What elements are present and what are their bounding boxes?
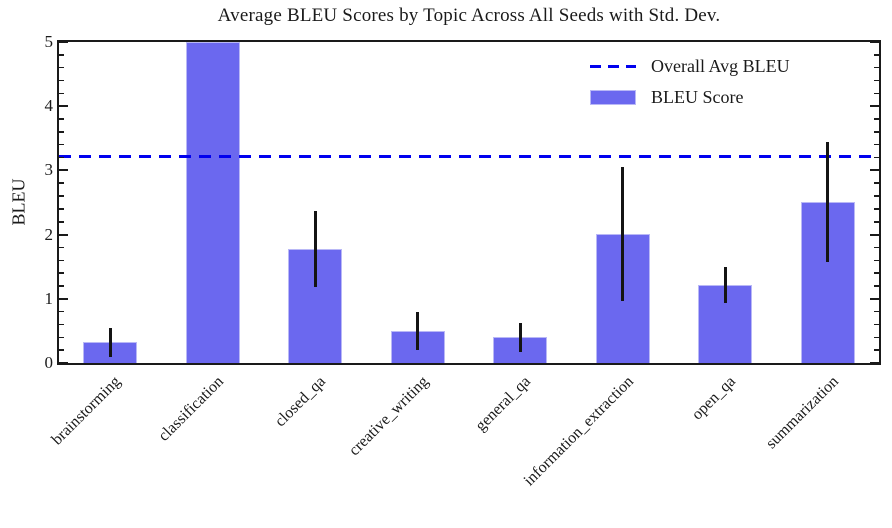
legend: Overall Avg BLEU BLEU Score [590,51,790,113]
y-tick-label: 5 [44,32,54,51]
y-major-tick [59,41,68,43]
y-minor-tick [59,272,64,274]
y-minor-tick [59,118,64,120]
errorbar-brainstorming [108,327,112,358]
y-tick-label: 4 [44,96,54,116]
y-major-tick [59,362,68,364]
y-minor-tick [59,156,64,159]
y-minor-tick [874,66,879,69]
y-minor-tick [874,156,879,159]
plot-area: 0 1 2 3 4 5 brainstorming classification closed_… [45,32,881,489]
y-tick-label: 1 [44,288,54,308]
errorbar-closed_qa [313,211,317,288]
y-minor-tick [874,118,879,120]
y-minor-tick [59,143,64,146]
y-minor-tick [59,208,64,210]
y-major-tick [870,233,879,236]
y-minor-tick [59,66,64,69]
y-minor-tick [59,336,64,339]
bar-classification [185,42,240,363]
y-tick-label: 0 [44,353,54,372]
y-minor-tick [874,259,879,262]
y-minor-tick [59,195,64,197]
y-minor-tick [874,182,879,184]
y-minor-tick [874,79,879,82]
legend-item-overall-avg: Overall Avg BLEU [590,51,790,82]
errorbar-summarization [826,141,830,263]
y-minor-tick [874,246,879,249]
y-minor-tick [59,259,64,262]
errorbar-general_qa [518,322,522,353]
x-tick-label-summarization: summarization [762,373,842,453]
y-minor-tick [874,131,879,133]
y-minor-tick [874,349,879,351]
y-minor-tick [59,131,64,133]
y-minor-tick [874,221,879,223]
y-minor-tick [874,195,879,197]
y-minor-tick [59,310,64,313]
dashed-line-sample-icon [590,65,636,68]
y-minor-tick [59,79,64,82]
legend-label-bleu-score: BLEU Score [651,87,744,107]
errorbar-creative_writing [416,311,420,351]
y-minor-tick [59,285,64,287]
y-minor-tick [874,143,879,146]
bar-swatch-icon [590,90,636,105]
legend-item-bleu-score: BLEU Score [590,82,790,113]
y-minor-tick [59,54,64,56]
y-minor-tick [59,323,64,326]
y-minor-tick [59,221,64,223]
y-major-tick [59,105,68,108]
y-major-tick [870,41,879,43]
y-minor-tick [874,323,879,326]
y-major-tick [59,169,68,172]
y-minor-tick [59,349,64,351]
y-major-tick [59,297,68,300]
y-minor-tick [874,208,879,210]
y-axis-title: BLEU [8,178,29,226]
y-minor-tick [874,272,879,274]
y-tick-label: 3 [44,160,54,180]
y-minor-tick [59,246,64,249]
overall-avg-line [59,154,879,158]
y-major-tick [870,297,879,300]
y-minor-tick [874,285,879,287]
errorbar-open_qa [723,266,727,303]
y-minor-tick [874,54,879,56]
legend-label-overall-avg: Overall Avg BLEU [651,56,790,76]
y-tick-label: 2 [44,224,54,244]
y-minor-tick [874,92,879,95]
y-major-tick [870,169,879,172]
errorbar-information_extraction [621,166,625,302]
y-major-tick [870,362,879,364]
y-minor-tick [59,182,64,184]
chart-title: Average BLEU Scores by Topic Across All … [217,5,721,26]
y-major-tick [870,105,879,108]
y-minor-tick [874,336,879,339]
y-minor-tick [874,310,879,313]
y-minor-tick [59,92,64,95]
y-major-tick [59,233,68,236]
